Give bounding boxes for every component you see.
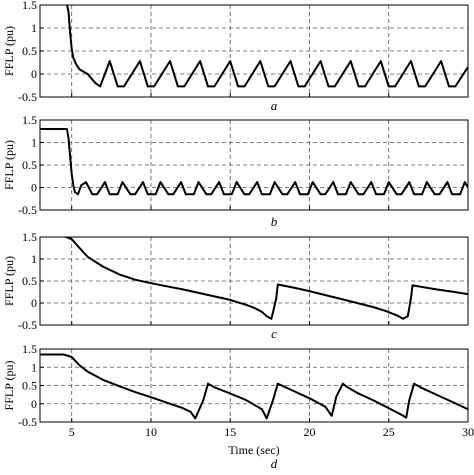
y-tick-label: 0.5 — [22, 158, 37, 172]
chart-panel-d: -0.5 0 0.5 1 1.5 5 10 15 20 25 30 FFLP (pu) Time (se… — [2, 342, 474, 471]
x-axis-label: Time (sec) — [228, 443, 279, 457]
series-line — [40, 128, 468, 196]
y-tick-label: 1 — [31, 252, 37, 266]
y-tick-label: 1 — [31, 360, 37, 374]
y-tick-label: 1 — [31, 21, 37, 35]
x-tick-label: 5 — [69, 425, 75, 439]
y-tick-label: 0 — [31, 296, 37, 310]
panel-label: d — [271, 456, 278, 471]
y-axis-label: FFLP (pu) — [2, 361, 16, 411]
x-tick-label: 10 — [145, 425, 157, 439]
y-tick-label: 0 — [31, 67, 37, 81]
y-tick-label: 1.5 — [22, 113, 37, 127]
y-axis-label: FFLP (pu) — [2, 256, 16, 306]
panel-label: b — [271, 214, 278, 229]
y-tick-label: 0.5 — [22, 274, 37, 288]
y-axis-label: FFLP (pu) — [2, 140, 16, 190]
series-line — [40, 5, 468, 88]
y-tick-label: 1 — [31, 136, 37, 150]
y-tick-label: 0.5 — [22, 379, 37, 393]
x-tick-label: 15 — [224, 425, 236, 439]
y-tick-label: -0.5 — [18, 203, 37, 217]
chart-panel-a: -0.5 0 0.5 1 1.5 FFLP (pu) a — [2, 0, 469, 113]
series-line — [40, 237, 468, 320]
y-tick-label: 0 — [31, 397, 37, 411]
y-tick-label: 0.5 — [22, 44, 37, 58]
x-tick-label: 30 — [462, 425, 474, 439]
series-line — [40, 353, 468, 420]
panel-label: c — [271, 326, 277, 341]
y-tick-label: 1.5 — [22, 0, 37, 12]
panel-label: a — [271, 98, 278, 113]
chart-panel-b: -0.5 0 0.5 1 1.5 FFLP (pu) b — [2, 113, 469, 229]
x-tick-label: 20 — [303, 425, 315, 439]
x-tick-label: 25 — [383, 425, 395, 439]
y-tick-label: 0 — [31, 181, 37, 195]
y-axis-label: FFLP (pu) — [2, 26, 16, 76]
y-tick-label: 1.5 — [22, 342, 37, 356]
y-tick-label: -0.5 — [18, 318, 37, 332]
chart-panel-c: -0.5 0 0.5 1 1.5 FFLP (pu) c — [2, 230, 469, 341]
y-tick-label: -0.5 — [18, 415, 37, 429]
y-tick-label: 1.5 — [22, 230, 37, 244]
y-tick-label: -0.5 — [18, 90, 37, 104]
